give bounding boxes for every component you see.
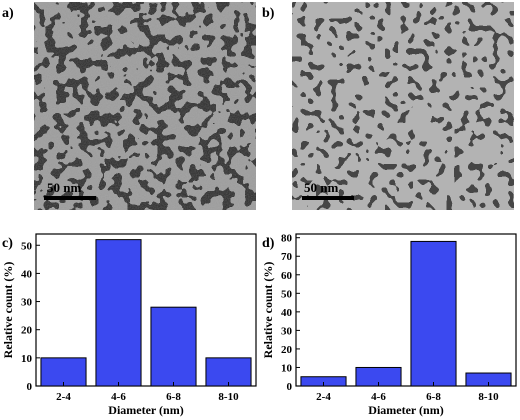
y-tick-label: 30 <box>21 297 33 309</box>
panel-label-c: c) <box>2 236 13 251</box>
y-tick-label: 50 <box>281 288 293 300</box>
micrograph-b: 50 nm <box>292 2 514 210</box>
scale-bar-a <box>44 196 96 200</box>
histogram-d: 0 10 20 30 40 50 60 70 80 2-4 4-6 6-8 8-10 Diameter… <box>261 233 517 417</box>
y-tick-label: 80 <box>281 233 293 245</box>
bar-4-6 <box>95 239 142 387</box>
y-tick-label: 60 <box>281 270 293 282</box>
x-tick-label: 4-6 <box>371 391 386 403</box>
x-tick-label: 2-4 <box>56 391 71 403</box>
y-tick-label: 50 <box>21 240 33 252</box>
x-tick-label: 6-8 <box>166 391 181 403</box>
x-axis-label: Diameter (nm) <box>368 403 443 417</box>
x-tick-label: 6-8 <box>426 391 441 403</box>
bar-2-4 <box>40 357 87 387</box>
plot-frame <box>35 233 257 387</box>
y-tick-label: 30 <box>281 325 293 337</box>
y-axis-label: Relative count (%) <box>261 262 275 359</box>
y-tick-label: 20 <box>21 325 33 337</box>
bar-6-8 <box>410 240 457 387</box>
y-tick-label: 20 <box>281 344 293 356</box>
scale-bar-label-b: 50 nm <box>304 180 338 195</box>
plot-frame <box>295 233 517 387</box>
x-tick-label: 2-4 <box>316 391 331 403</box>
y-tick-label: 40 <box>281 307 293 319</box>
bar-8-10 <box>205 357 252 387</box>
panel-label-b: b) <box>262 6 275 21</box>
y-tick-label: 70 <box>281 251 293 263</box>
panel-label-d: d) <box>262 236 275 251</box>
bar-6-8 <box>150 306 197 387</box>
y-tick-label: 10 <box>21 353 33 365</box>
y-tick-label: 40 <box>21 268 33 280</box>
y-axis-label: Relative count (%) <box>1 262 15 359</box>
scale-bar-label-a: 50 nm <box>47 180 81 195</box>
y-tick-label: 0 <box>287 381 293 393</box>
panel-label-a: a) <box>2 6 14 21</box>
x-tick-label: 8-10 <box>478 391 499 403</box>
micrograph-a: 50 nm <box>34 2 256 210</box>
x-axis-label: Diameter (nm) <box>108 403 183 417</box>
x-tick-label: 8-10 <box>218 391 239 403</box>
x-tick-label: 4-6 <box>111 391 126 403</box>
y-tick-label: 10 <box>281 362 293 374</box>
scale-bar-b <box>302 196 354 200</box>
y-tick-label: 0 <box>27 381 33 393</box>
